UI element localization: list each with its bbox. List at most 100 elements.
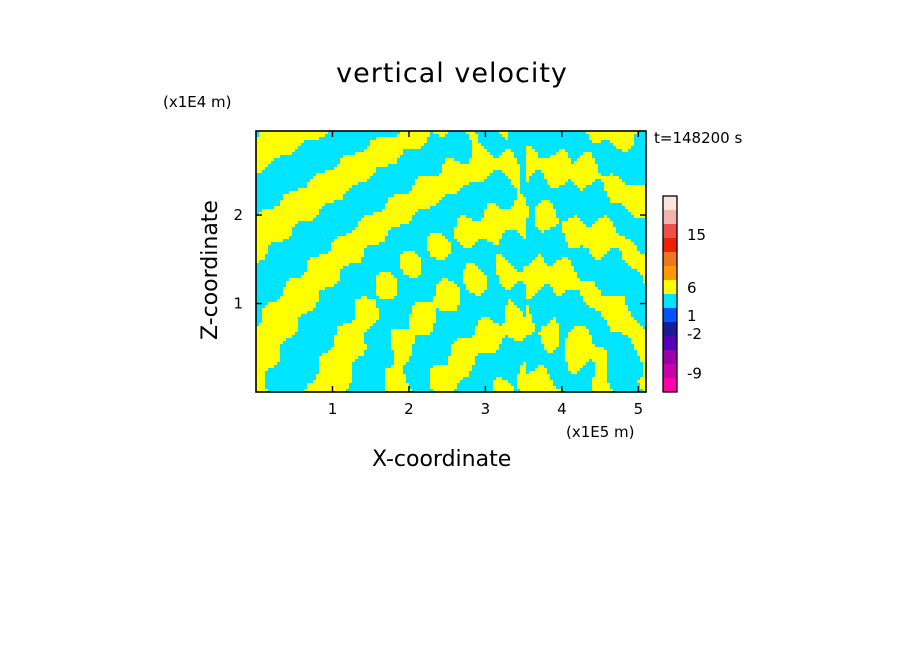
field-positive-cell [544, 347, 556, 350]
field-positive-cell [535, 215, 556, 218]
field-positive-cell [430, 377, 463, 380]
field-positive-cell [547, 179, 568, 182]
field-positive-cell [340, 158, 397, 161]
field-positive-cell [412, 311, 436, 314]
field-positive-cell [355, 305, 376, 308]
time-label: t=148200 s [654, 129, 743, 147]
field-positive-cell [496, 266, 514, 269]
field-positive-cell [469, 137, 478, 140]
colorbar-label: -9 [687, 364, 702, 382]
field-positive-cell [622, 203, 646, 206]
field-positive-cell [256, 386, 265, 389]
x-tick-label: 2 [404, 400, 414, 418]
field-positive-cell [556, 260, 571, 263]
field-positive-cell [532, 260, 544, 263]
colorbar-band [663, 364, 677, 378]
field-positive-cell [517, 230, 526, 233]
field-positive-cell [526, 284, 544, 287]
field-positive-cell [331, 347, 367, 350]
field-positive-cell [505, 317, 532, 320]
field-positive-cell [502, 152, 514, 155]
field-positive-cell [496, 269, 517, 272]
field-positive-cell [529, 263, 547, 266]
field-positive-cell [496, 260, 508, 263]
field-positive-cell [634, 215, 646, 218]
field-positive-cell [493, 383, 511, 386]
field-positive-cell [622, 251, 640, 254]
field-positive-cell [610, 200, 646, 203]
field-positive-cell [607, 323, 640, 326]
field-positive-cell [304, 272, 340, 275]
field-positive-cell [403, 251, 415, 254]
field-positive-cell [385, 389, 412, 392]
field-positive-cell [331, 245, 367, 248]
field-positive-cell [565, 236, 625, 239]
field-positive-cell [571, 371, 577, 374]
field-positive-cell [583, 152, 592, 155]
field-positive-cell [544, 173, 601, 176]
field-positive-cell [460, 215, 466, 218]
field-positive-cell [391, 335, 415, 338]
field-positive-cell [472, 149, 487, 152]
field-positive-cell [385, 374, 406, 377]
field-positive-cell [439, 281, 454, 284]
field-positive-cell [583, 245, 637, 248]
field-positive-cell [451, 344, 499, 347]
field-positive-cell [427, 239, 448, 242]
field-positive-cell [622, 332, 646, 335]
colorbar-frame [662, 195, 678, 393]
field-positive-cell [457, 338, 502, 341]
field-positive-cell [319, 365, 352, 368]
field-positive-cell [328, 350, 364, 353]
colorbar-label: 1 [687, 307, 697, 325]
colorbar-label: 6 [687, 279, 697, 297]
field-positive-cell [502, 170, 520, 173]
field-positive-cell [493, 380, 508, 383]
field-positive-cell [526, 161, 571, 164]
field-positive-cell [517, 191, 520, 194]
field-positive-cell [565, 341, 592, 344]
field-positive-cell [436, 293, 460, 296]
field-positive-cell [448, 356, 475, 359]
field-positive-cell [640, 386, 646, 389]
field-positive-cell [517, 377, 550, 380]
field-positive-cell [262, 308, 313, 311]
field-positive-cell [268, 302, 316, 305]
field-positive-cell [463, 269, 481, 272]
field-positive-cell [517, 197, 526, 200]
field-positive-cell [565, 359, 589, 362]
field-positive-cell [280, 200, 334, 203]
field-positive-cell [256, 242, 271, 245]
field-positive-cell [475, 326, 535, 329]
field-positive-cell [337, 326, 370, 329]
field-positive-cell [454, 227, 526, 230]
field-positive-cell [607, 191, 646, 194]
field-positive-cell [256, 248, 268, 251]
field-positive-cell [526, 164, 598, 167]
field-positive-cell [487, 239, 499, 242]
field-positive-cell [574, 326, 586, 329]
field-positive-cell [505, 308, 520, 311]
field-positive-cell [574, 215, 577, 218]
field-positive-cell [427, 242, 451, 245]
field-positive-cell [595, 374, 607, 377]
field-positive-cell [463, 278, 487, 281]
field-positive-cell [469, 158, 517, 161]
field-positive-cell [535, 368, 547, 371]
field-positive-cell [259, 131, 328, 134]
field-positive-cell [376, 278, 397, 281]
field-positive-cell [283, 197, 343, 200]
field-positive-cell [286, 281, 337, 284]
field-positive-cell [445, 161, 460, 164]
field-positive-cell [520, 368, 526, 371]
field-positive-cell [634, 347, 646, 350]
field-positive-cell [391, 365, 403, 368]
field-positive-cell [256, 347, 280, 350]
field-positive-cell [427, 248, 451, 251]
field-positive-cell [610, 140, 634, 143]
field-positive-cell [433, 296, 460, 299]
field-positive-cell [319, 254, 364, 257]
field-positive-cell [256, 140, 304, 143]
field-positive-cell [493, 389, 514, 392]
field-positive-cell [592, 254, 604, 257]
